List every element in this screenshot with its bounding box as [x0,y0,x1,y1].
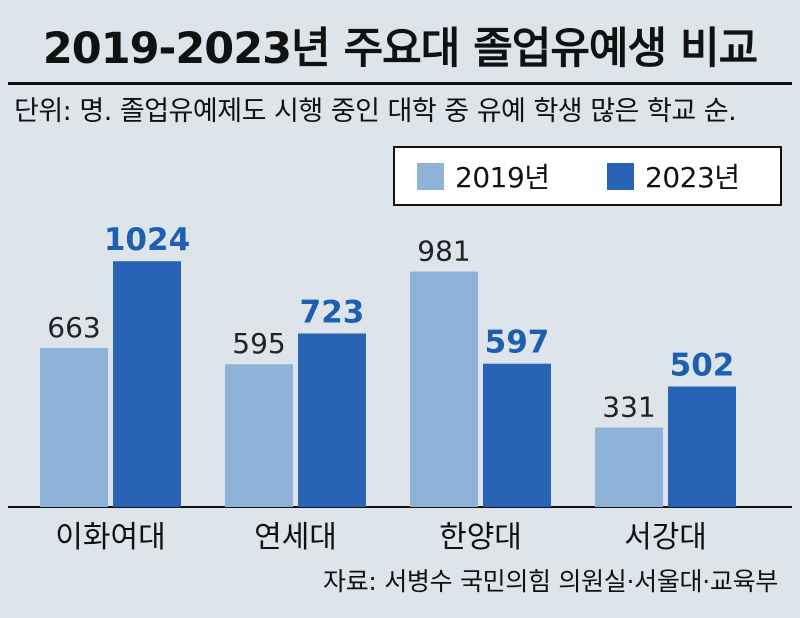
value-label-서강대-2019: 331 [602,391,655,424]
value-label-한양대-2019: 981 [417,235,470,268]
bar-이화여대-2023 [113,261,181,507]
value-label-서강대-2023: 502 [670,348,735,384]
title-divider [8,82,792,85]
category-label-이화여대: 이화여대 [55,520,165,555]
legend-label-2019: 2019년 [455,161,550,194]
bar-연세대-2023 [298,333,366,507]
value-label-한양대-2023: 597 [485,325,550,361]
bar-한양대-2019 [410,271,478,507]
value-label-이화여대-2023: 1024 [104,222,190,258]
bar-이화여대-2019 [40,347,108,507]
category-label-서강대: 서강대 [624,520,707,555]
bar-서강대-2023 [668,386,736,507]
value-label-이화여대-2019: 663 [47,311,100,344]
legend-item-2019: 2019년 [417,148,550,204]
value-label-연세대-2023: 723 [300,294,365,330]
legend-swatch-2019 [417,162,444,190]
legend-label-2023: 2023년 [645,161,740,194]
bar-한양대-2023 [483,363,551,507]
legend: 2019년 2023년 [393,146,782,206]
source-note: 자료: 서병수 국민의힘 의원실·서울대·교육부 [323,567,778,596]
category-label-연세대: 연세대 [254,520,337,555]
category-label-한양대: 한양대 [439,520,522,555]
legend-swatch-2023 [607,162,634,190]
bar-연세대-2019 [225,364,293,507]
chart-title: 2019-2023년 주요대 졸업유예생 비교 [42,24,758,74]
legend-item-2023: 2023년 [607,148,740,204]
value-label-연세대-2019: 595 [232,327,285,360]
bar-서강대-2019 [595,427,663,507]
chart-subtitle: 단위: 명. 졸업유예제도 시행 중인 대학 중 유예 학생 많은 학교 순. [14,96,737,127]
